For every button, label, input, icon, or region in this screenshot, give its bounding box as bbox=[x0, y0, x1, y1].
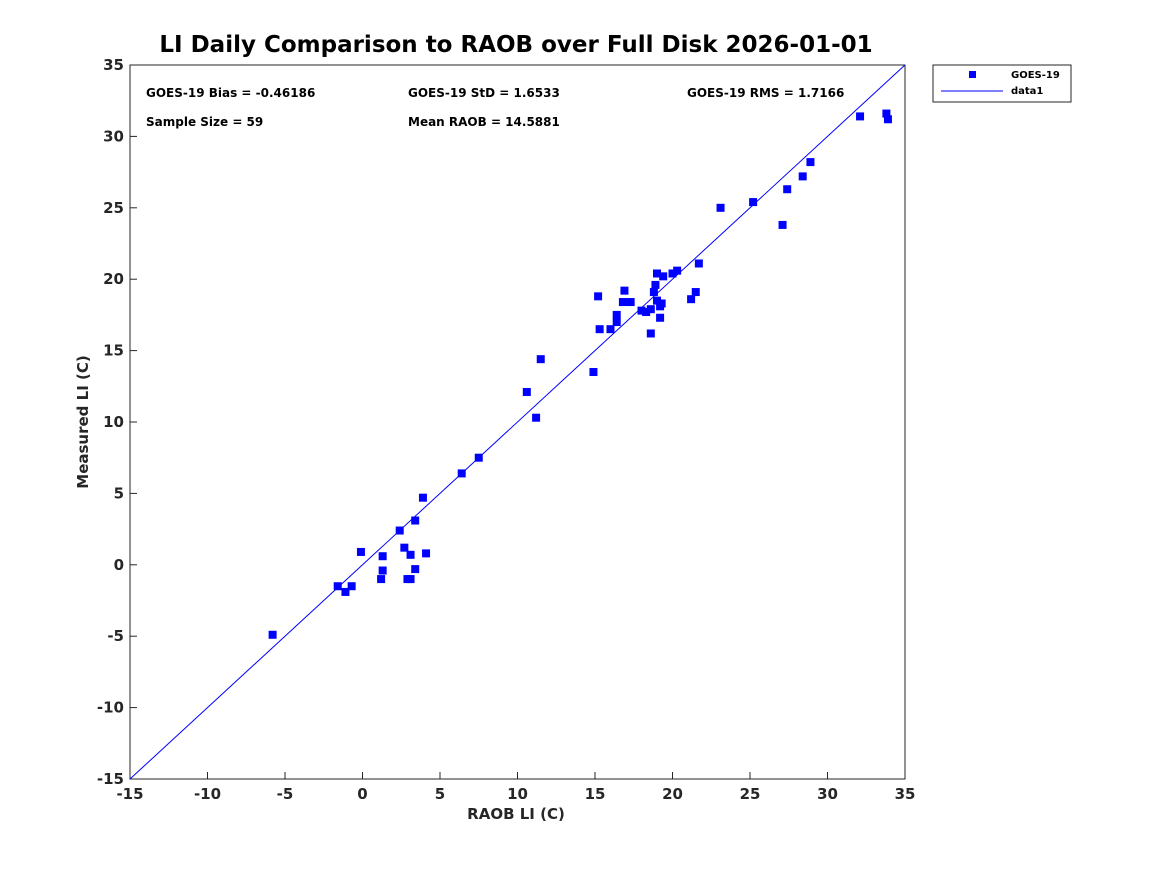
data-point bbox=[612, 318, 621, 327]
data-point bbox=[606, 325, 615, 334]
data-point bbox=[798, 172, 807, 181]
x-axis-ticks: -15 -10 -5 0 5 10 15 20 25 30 35 bbox=[116, 772, 915, 803]
data-point bbox=[659, 272, 668, 281]
x-axis-label: RAOB LI (C) bbox=[467, 805, 565, 823]
data-point bbox=[411, 565, 420, 574]
x-tick-label: 30 bbox=[817, 785, 838, 803]
data-point bbox=[422, 549, 431, 558]
data-point bbox=[783, 185, 792, 194]
data-point bbox=[618, 298, 627, 307]
data-point bbox=[406, 550, 415, 559]
data-point bbox=[806, 158, 815, 167]
data-point bbox=[536, 355, 545, 364]
legend: GOES-19 data1 bbox=[932, 64, 1072, 103]
legend-label-data1: data1 bbox=[1011, 86, 1043, 97]
legend-box bbox=[932, 64, 1072, 103]
data-point bbox=[395, 526, 404, 535]
x-tick-label: -5 bbox=[277, 785, 294, 803]
data-point bbox=[411, 516, 420, 525]
data-point bbox=[691, 288, 700, 297]
data-point bbox=[673, 266, 682, 275]
data-point bbox=[883, 115, 892, 124]
data-point bbox=[333, 582, 342, 591]
data-point bbox=[474, 453, 483, 462]
data-point bbox=[882, 109, 891, 118]
x-tick-label: -10 bbox=[194, 785, 221, 803]
data1-line bbox=[129, 64, 906, 780]
y-tick-label: -10 bbox=[97, 699, 124, 717]
data-point bbox=[657, 299, 666, 308]
y-tick-label: -5 bbox=[107, 627, 124, 645]
data-point bbox=[532, 413, 541, 422]
data-point bbox=[687, 295, 696, 304]
x-tick-label: 10 bbox=[507, 785, 528, 803]
data-point bbox=[778, 220, 787, 229]
data-point bbox=[649, 288, 658, 297]
data-point bbox=[637, 306, 646, 315]
y-axis-ticks: -15 -10 -5 0 5 10 15 20 25 30 35 bbox=[97, 56, 137, 788]
stats-annotations: GOES-19 Bias = -0.46186 GOES-19 StD = 1.… bbox=[146, 86, 844, 129]
stat-std: GOES-19 StD = 1.6533 bbox=[408, 86, 560, 100]
data-point bbox=[378, 552, 387, 561]
x-tick-label: 35 bbox=[895, 785, 916, 803]
stat-sample-size: Sample Size = 59 bbox=[146, 115, 263, 129]
data-point bbox=[356, 547, 365, 556]
data-point bbox=[595, 325, 604, 334]
data-point bbox=[341, 587, 350, 596]
y-tick-label: 0 bbox=[114, 556, 124, 574]
data-point bbox=[656, 313, 665, 322]
x-tick-label: 5 bbox=[435, 785, 445, 803]
chart-title: LI Daily Comparison to RAOB over Full Di… bbox=[159, 32, 872, 58]
data-point bbox=[694, 259, 703, 268]
x-tick-label: 0 bbox=[357, 785, 367, 803]
data-point bbox=[457, 469, 466, 478]
x-tick-label: 15 bbox=[585, 785, 606, 803]
x-tick-label: 20 bbox=[662, 785, 683, 803]
goes-19-markers bbox=[268, 109, 892, 639]
y-tick-label: 20 bbox=[103, 270, 124, 288]
data-point bbox=[716, 203, 725, 212]
data-point bbox=[418, 493, 427, 502]
data-point bbox=[646, 305, 655, 314]
x-tick-label: 25 bbox=[740, 785, 761, 803]
data-point bbox=[347, 582, 356, 591]
data-point bbox=[400, 543, 409, 552]
data-point bbox=[653, 296, 661, 305]
data-point bbox=[749, 198, 758, 207]
x-tick-label: -15 bbox=[116, 785, 143, 803]
stat-mean-raob: Mean RAOB = 14.5881 bbox=[408, 115, 560, 129]
data-point bbox=[522, 388, 531, 397]
y-tick-label: 15 bbox=[103, 342, 124, 360]
data-point bbox=[646, 329, 655, 338]
data-point bbox=[642, 308, 651, 317]
y-tick-label: 10 bbox=[103, 413, 124, 431]
data-point bbox=[406, 575, 415, 584]
legend-marker-goes-19 bbox=[969, 71, 976, 78]
y-tick-label: 30 bbox=[103, 127, 124, 145]
data-point bbox=[653, 269, 661, 278]
stat-rms: GOES-19 RMS = 1.7166 bbox=[687, 86, 844, 100]
data-point bbox=[651, 280, 660, 289]
data-point bbox=[612, 310, 621, 319]
y-axis-label: Measured LI (C) bbox=[74, 355, 92, 488]
y-tick-label: 5 bbox=[114, 484, 124, 502]
y-tick-label: -15 bbox=[97, 770, 124, 788]
data-point bbox=[856, 112, 865, 121]
data-point bbox=[626, 298, 635, 307]
legend-label-goes-19: GOES-19 bbox=[1011, 70, 1060, 81]
data-point bbox=[268, 630, 277, 639]
data-point bbox=[589, 368, 598, 377]
data-point bbox=[377, 575, 386, 584]
data-point bbox=[620, 286, 629, 295]
data-point bbox=[668, 269, 677, 278]
stat-bias: GOES-19 Bias = -0.46186 bbox=[146, 86, 315, 100]
y-tick-label: 25 bbox=[103, 199, 124, 217]
data-point bbox=[594, 292, 603, 301]
data-point bbox=[378, 566, 387, 575]
y-tick-label: 35 bbox=[103, 56, 124, 74]
